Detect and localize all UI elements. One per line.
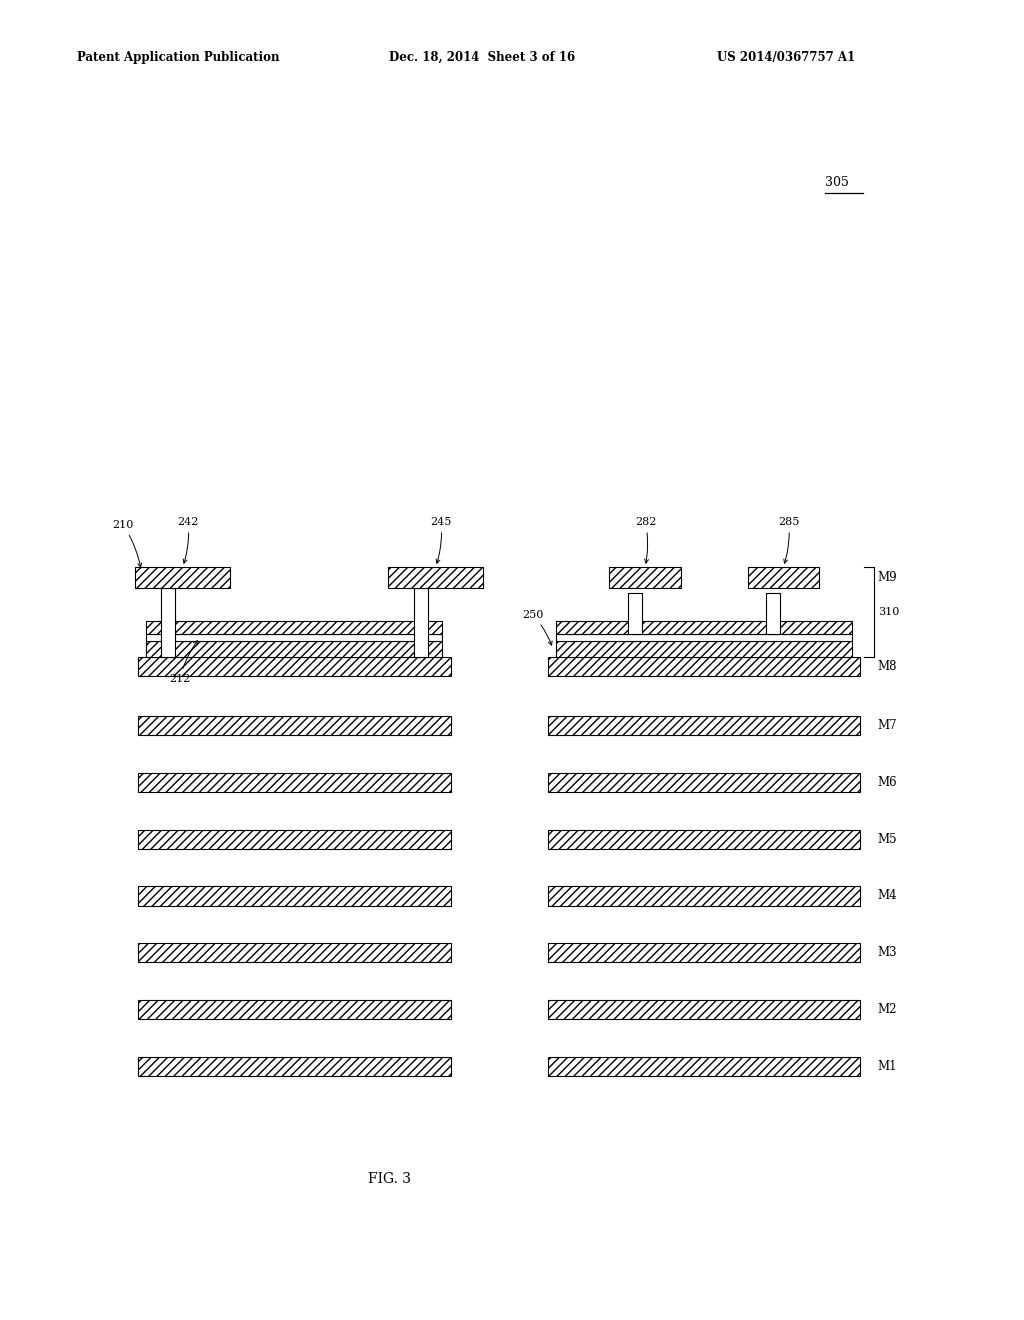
Text: 210: 210 <box>113 520 141 568</box>
Bar <box>556 635 852 642</box>
Text: Patent Application Publication: Patent Application Publication <box>77 51 280 63</box>
Text: 305: 305 <box>825 176 849 189</box>
Bar <box>388 568 483 589</box>
Text: 242: 242 <box>178 517 199 564</box>
Bar <box>138 887 451 906</box>
Text: 282: 282 <box>635 517 656 564</box>
Text: 250: 250 <box>522 610 552 645</box>
Bar <box>138 1056 451 1076</box>
Bar <box>548 942 860 962</box>
Bar <box>548 887 860 906</box>
Bar <box>138 942 451 962</box>
Bar <box>609 568 681 589</box>
Bar <box>138 715 451 735</box>
Bar <box>748 568 819 589</box>
Text: M4: M4 <box>878 890 897 903</box>
Text: M6: M6 <box>878 776 897 789</box>
Text: M9: M9 <box>878 572 897 583</box>
Bar <box>161 589 175 657</box>
Bar <box>138 1001 451 1019</box>
Bar <box>556 642 852 657</box>
Bar <box>135 568 230 589</box>
Bar <box>146 622 442 635</box>
Bar <box>138 657 451 676</box>
Bar <box>548 715 860 735</box>
Bar <box>548 830 860 849</box>
Text: US 2014/0367757 A1: US 2014/0367757 A1 <box>717 51 855 63</box>
Bar <box>766 594 780 635</box>
Bar <box>138 830 451 849</box>
Bar <box>138 774 451 792</box>
Text: 212: 212 <box>169 640 198 684</box>
Bar <box>548 774 860 792</box>
Bar <box>146 635 442 642</box>
Bar <box>548 1056 860 1076</box>
Bar <box>146 642 442 657</box>
Text: M5: M5 <box>878 833 897 846</box>
Text: 245: 245 <box>430 517 452 564</box>
Text: Dec. 18, 2014  Sheet 3 of 16: Dec. 18, 2014 Sheet 3 of 16 <box>389 51 575 63</box>
Text: M3: M3 <box>878 946 897 960</box>
Text: M7: M7 <box>878 719 897 733</box>
Text: FIG. 3: FIG. 3 <box>368 1172 411 1185</box>
Text: M8: M8 <box>878 660 897 673</box>
Bar <box>628 594 642 635</box>
Text: M1: M1 <box>878 1060 897 1073</box>
Bar <box>556 622 852 635</box>
Text: 285: 285 <box>778 517 800 564</box>
Text: 310: 310 <box>879 607 900 616</box>
Bar <box>548 657 860 676</box>
Bar <box>548 1001 860 1019</box>
Text: M2: M2 <box>878 1003 897 1016</box>
Bar <box>414 589 428 657</box>
